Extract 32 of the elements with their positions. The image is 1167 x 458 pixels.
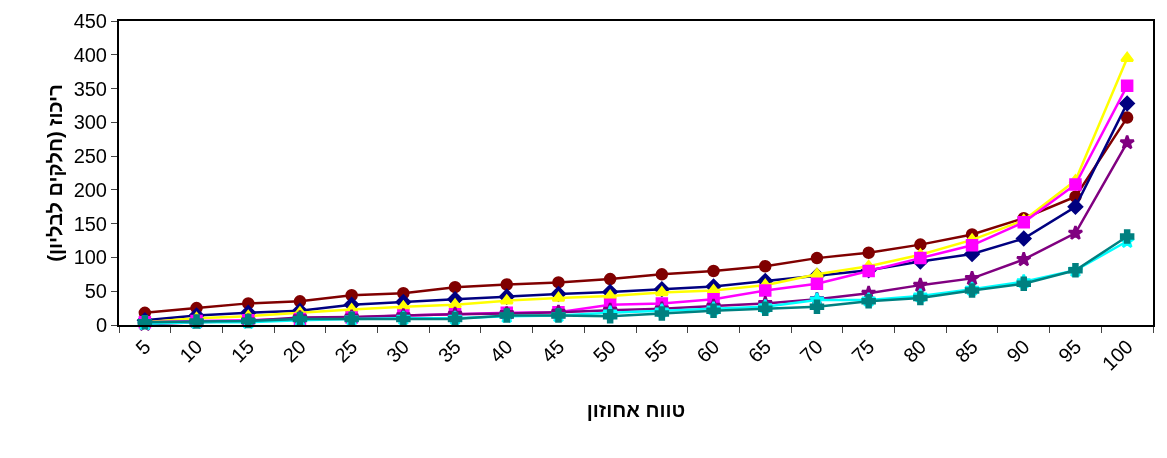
x-tick-label: 10 [175,335,207,367]
x-tick-label: 75 [847,335,879,367]
x-tick-label: 95 [1054,335,1086,367]
y-tick-label: 450 [73,10,107,32]
x-tick-label: 15 [226,335,259,367]
y-axis-title: ריכוז (חלקים לבליון) [43,84,66,262]
x-axis-title: טווח אחוזון [586,399,686,422]
x-tick-label: 40 [485,335,517,367]
x-tick-label: 85 [950,335,982,367]
x-tick-label: 20 [278,335,310,367]
y-tick-label: 350 [73,77,107,100]
x-tick-label: 50 [588,335,621,367]
y-tick-label: 300 [73,111,107,134]
y-tick-label: 200 [73,178,107,201]
x-tick-label: 5 [131,335,155,359]
x-tick-label: 35 [433,335,465,367]
y-tick-label: 100 [73,246,107,269]
x-tick-label: 100 [1097,335,1138,375]
x-tick-label: 60 [692,335,724,367]
y-tick-label: 50 [84,280,107,303]
y-tick-label: 400 [73,43,107,66]
x-tick-label: 25 [330,335,362,367]
x-tick-label: 45 [537,335,569,367]
y-tick-label: 150 [73,212,107,235]
x-tick-label: 90 [1002,335,1034,367]
x-tick-label: 55 [640,335,672,367]
y-tick-label: 0 [95,314,107,336]
x-tick-label: 30 [381,335,414,367]
y-tick-label: 250 [73,145,107,168]
x-tick-label: 80 [898,335,931,367]
x-tick-label: 70 [795,335,827,367]
x-tick-label: 65 [743,335,776,367]
